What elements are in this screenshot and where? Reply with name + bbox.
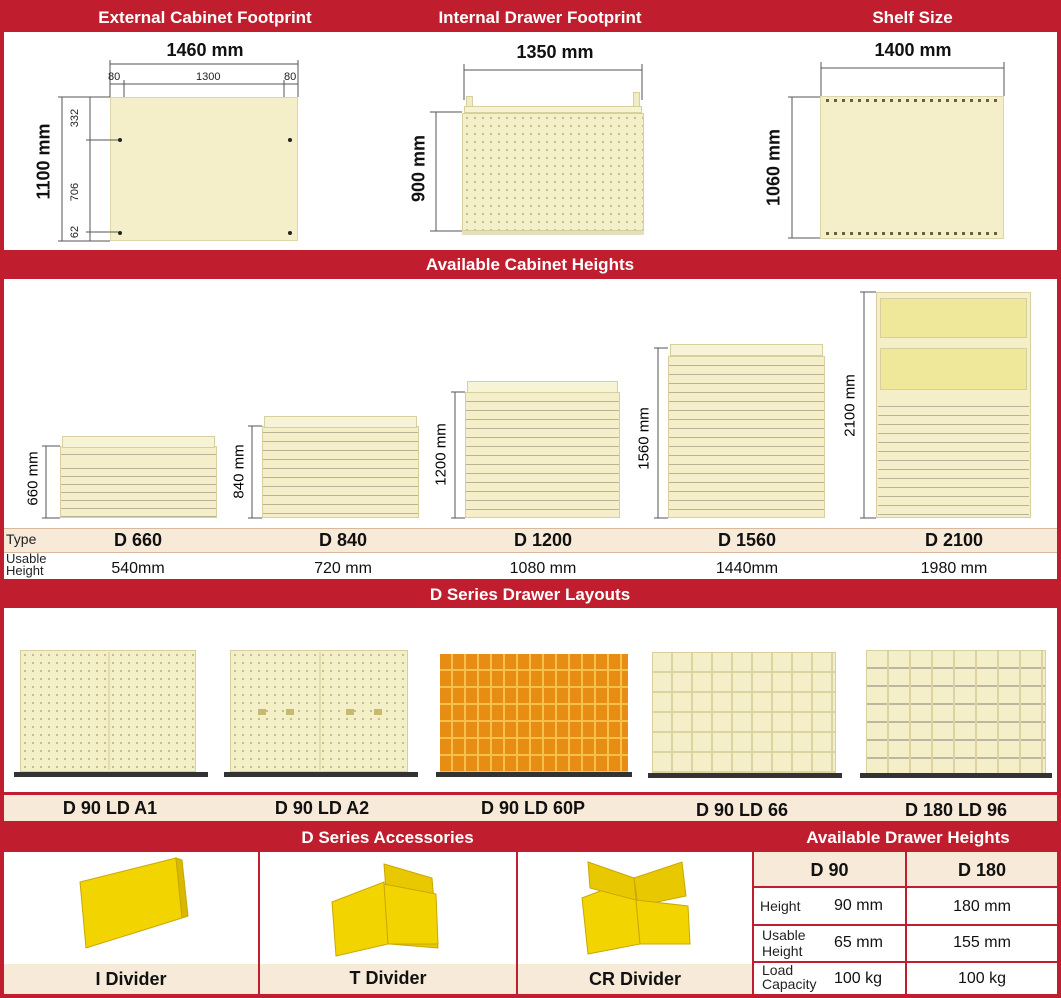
- drawer-base: [436, 772, 632, 777]
- layout-66-image: [652, 652, 836, 774]
- partition-clip: [346, 709, 354, 715]
- d90-height: 90 mm: [834, 897, 883, 914]
- drawer-base: [648, 773, 842, 778]
- partition-clip: [258, 709, 266, 715]
- drawer-base: [860, 773, 1052, 778]
- cabinet-d1560-image: [668, 356, 825, 518]
- layout-label-96: D 180 LD 96: [904, 800, 1008, 820]
- cabinet-top: [264, 416, 417, 428]
- accessory-label-bg: [260, 964, 516, 994]
- cabinet-top: [670, 344, 823, 356]
- drawer-stack: [878, 398, 1029, 516]
- layout-label-a2: D 90 LD A2: [274, 798, 370, 818]
- type-row-label: Type: [6, 531, 37, 547]
- usable-d2100: 1980 mm: [920, 560, 988, 577]
- d180-height: 180 mm: [953, 898, 1011, 915]
- row-height-label: Height: [760, 898, 801, 914]
- cabinet-top: [62, 436, 215, 448]
- cabinet-d840-image: [262, 426, 419, 518]
- usable-row-label: Usable Height: [6, 551, 47, 578]
- height-dimension-lines: [42, 291, 876, 519]
- layout-60p-image: [440, 654, 628, 774]
- mount-hole: [118, 138, 122, 142]
- partition-clip: [286, 709, 294, 715]
- mount-hole: [118, 231, 122, 235]
- drawer-heights-title: Available Drawer Heights: [806, 828, 1010, 847]
- drawer-base: [224, 772, 418, 777]
- table-divider: [905, 888, 907, 994]
- cabinet-top: [467, 381, 618, 393]
- shelf-compartment: [880, 298, 1027, 338]
- drawer-layouts-title: D Series Drawer Layouts: [429, 585, 631, 604]
- usable-d1200: 1080 mm: [509, 560, 577, 577]
- drawer-col-d90: D 90: [810, 860, 849, 880]
- shelf-compartment: [880, 348, 1027, 390]
- mount-hole: [288, 138, 292, 142]
- shelf-size-title: Shelf Size: [872, 8, 953, 27]
- external-footprint-plate: [110, 97, 298, 241]
- accessory-cr-divider: CR Divider: [588, 969, 682, 989]
- cabinet-d1200-image: [465, 392, 620, 518]
- divider-line: [319, 652, 321, 770]
- d180-load: 100 kg: [957, 970, 1007, 987]
- type-row: [4, 528, 1057, 553]
- external-footprint-title: External Cabinet Footprint: [98, 8, 312, 27]
- drawer-rim: [464, 106, 642, 113]
- d180-usable: 155 mm: [953, 934, 1011, 951]
- external-width: 1460 mm: [166, 40, 244, 60]
- table-divider: [754, 886, 1057, 888]
- shelf-slots-top: [826, 99, 998, 102]
- accessory-i-divider: I Divider: [95, 969, 167, 989]
- layout-label-a1: D 90 LD A1: [62, 798, 158, 818]
- layout-label-60p: D 90 LD 60P: [480, 798, 586, 818]
- mount-hole: [288, 231, 292, 235]
- usable-d660: 540mm: [111, 560, 165, 577]
- accessories-title: D Series Accessories: [301, 828, 474, 847]
- row-usable-label: Usable Height: [762, 927, 806, 959]
- cabinet-type-d1560: D 1560: [717, 530, 777, 550]
- drawer-col-d180: D 180: [957, 860, 1007, 880]
- usable-d1560: 1440mm: [715, 560, 779, 577]
- cabinet-heights-title: Available Cabinet Heights: [425, 255, 635, 274]
- partition-clip: [374, 709, 382, 715]
- shelf-image: [820, 96, 1004, 239]
- layout-label-66: D 90 LD 66: [695, 800, 789, 820]
- table-divider: [905, 852, 907, 886]
- layout-96-image: [866, 650, 1046, 774]
- cabinet-type-d840: D 840: [318, 530, 368, 550]
- accessory-label-bg: [518, 964, 752, 994]
- accessory-t-divider: T Divider: [349, 968, 427, 988]
- cabinet-d660-image: [60, 446, 217, 518]
- internal-footprint-title: Internal Drawer Footprint: [438, 8, 642, 27]
- d90-usable: 65 mm: [834, 934, 883, 951]
- drawer-base: [14, 772, 208, 777]
- usable-d840: 720 mm: [314, 560, 372, 577]
- dim-80-left: 80: [108, 71, 121, 83]
- cabinet-type-d1200: D 1200: [513, 530, 573, 550]
- shelf-width: 1400 mm: [874, 40, 952, 60]
- shelf-slots-bottom: [826, 232, 998, 235]
- divider-line: [108, 652, 110, 770]
- table-head-cell: [754, 852, 905, 886]
- drawer-base: [462, 231, 644, 235]
- cabinet-type-d2100: D 2100: [924, 530, 984, 550]
- internal-width: 1350 mm: [516, 42, 594, 62]
- accessory-label-bg: [4, 964, 258, 994]
- row-load-label: Load Capacity: [762, 962, 817, 992]
- d90-load: 100 kg: [834, 970, 883, 987]
- internal-drawer-image: [462, 113, 644, 231]
- dim-1300: 1300: [196, 71, 221, 83]
- cabinet-type-d660: D 660: [113, 530, 163, 550]
- dim-80-right: 80: [284, 71, 297, 83]
- layout-label-row: [4, 795, 1057, 821]
- dimension-lines: [58, 60, 1005, 242]
- table-head-cell: [907, 852, 1057, 886]
